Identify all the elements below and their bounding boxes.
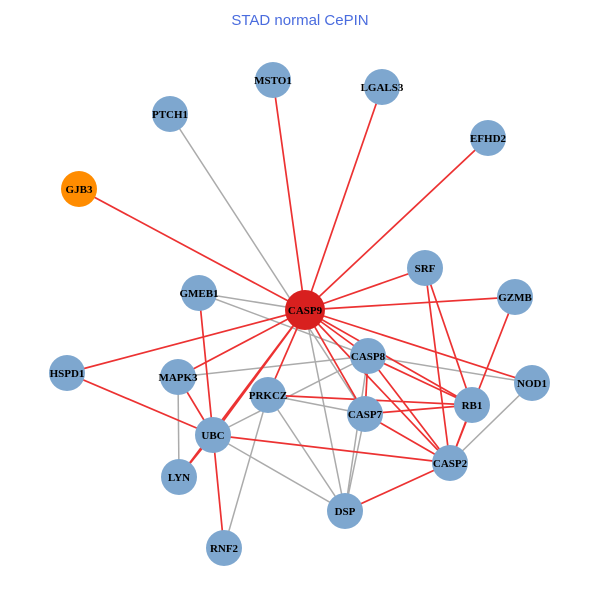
edge-CASP9-HSPD1 xyxy=(66,309,306,374)
node-CASP9[interactable] xyxy=(285,290,325,330)
edge-SRF-RB1 xyxy=(424,267,473,406)
edge-PRKCZ-DSP xyxy=(267,394,346,512)
edge-CASP9-MAPK3 xyxy=(177,309,306,378)
edge-UBC-HSPD1 xyxy=(66,372,214,436)
node-MSTO1[interactable] xyxy=(255,62,291,98)
plot-title: STAD normal CePIN xyxy=(231,12,369,29)
node-PTCH1[interactable] xyxy=(152,96,188,132)
edge-CASP9-RB1 xyxy=(304,309,473,406)
edge-DSP-CASP2 xyxy=(344,462,451,512)
node-PRKCZ[interactable] xyxy=(250,377,286,413)
node-SRF[interactable] xyxy=(407,250,443,286)
edge-CASP9-GJB3 xyxy=(78,188,306,311)
node-CASP2[interactable] xyxy=(432,445,468,481)
edge-GMEB1-CASP8 xyxy=(198,292,369,357)
node-UBC[interactable] xyxy=(195,417,231,453)
edge-CASP9-LYN xyxy=(178,309,306,478)
node-EFHD2[interactable] xyxy=(470,120,506,156)
node-CASP7[interactable] xyxy=(347,396,383,432)
node-DSP[interactable] xyxy=(327,493,363,529)
node-GJB3[interactable] xyxy=(61,171,97,207)
edge-CASP9-NOD1 xyxy=(304,309,533,384)
edge-CASP9-CASP7 xyxy=(304,309,366,415)
node-CASP8[interactable] xyxy=(350,338,386,374)
node-GMEB1[interactable] xyxy=(181,275,217,311)
edge-CASP9-DSP xyxy=(304,309,346,512)
edge-MAPK3-CASP8 xyxy=(177,355,369,378)
edge-CASP9-CASP2 xyxy=(304,309,451,464)
edge-UBC-RNF2 xyxy=(212,434,225,549)
node-GZMB[interactable] xyxy=(497,279,533,315)
edge-CASP8-RB1 xyxy=(367,355,473,406)
nodes-layer xyxy=(49,62,550,566)
edge-CASP9-EFHD2 xyxy=(304,137,489,311)
edge-SRF-CASP2 xyxy=(424,267,451,464)
edge-UBC-GMEB1 xyxy=(198,292,214,436)
edge-CASP9-MSTO1 xyxy=(272,79,306,311)
edge-CASP9-GZMB xyxy=(304,296,516,311)
edge-PTCH1-CASP7 xyxy=(169,113,366,415)
edge-CASP8-DSP xyxy=(344,355,369,512)
node-HSPD1[interactable] xyxy=(49,355,85,391)
node-RB1[interactable] xyxy=(454,387,490,423)
node-MAPK3[interactable] xyxy=(160,359,196,395)
edge-NOD1-CASP2 xyxy=(449,382,533,464)
edge-CASP9-LGALS3 xyxy=(304,86,383,311)
edge-UBC-CASP2 xyxy=(212,434,451,464)
node-LYN[interactable] xyxy=(161,459,197,495)
edge-UBC-DSP xyxy=(212,434,346,512)
node-RNF2[interactable] xyxy=(206,530,242,566)
node-NOD1[interactable] xyxy=(514,365,550,401)
edge-CASP9-SRF xyxy=(304,267,426,311)
node-LGALS3[interactable] xyxy=(364,69,400,105)
edge-PRKCZ-RNF2 xyxy=(223,394,269,549)
